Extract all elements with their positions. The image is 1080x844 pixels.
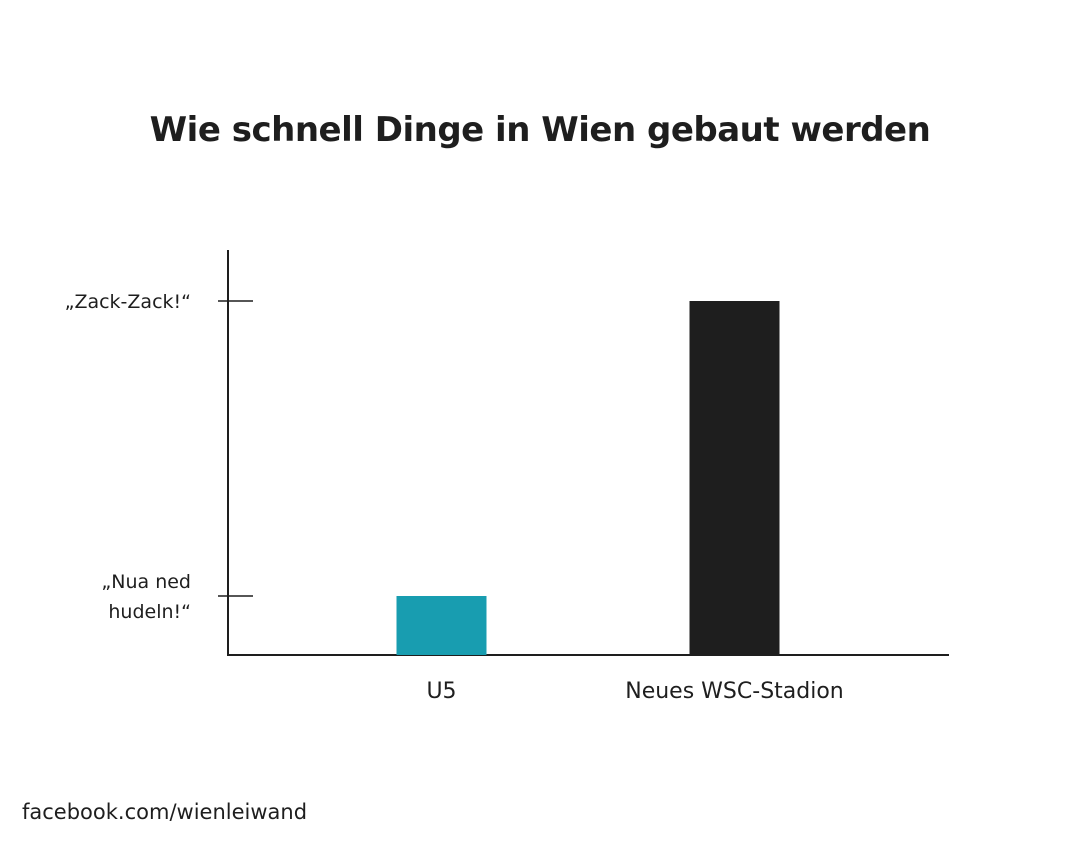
bar (689, 301, 780, 655)
x-tick-label: U5 (426, 679, 456, 704)
x-tick-label: Neues WSC-Stadion (625, 679, 844, 704)
chart-title: Wie schnell Dinge in Wien gebaut werden (149, 110, 931, 150)
bar (396, 596, 487, 655)
y-tick-label: hudeln!“ (108, 601, 191, 623)
y-tick-label: „Nua ned (101, 571, 191, 593)
y-tick-label: „Zack-Zack!“ (65, 291, 191, 313)
credit-text: facebook.com/wienleiwand (22, 800, 308, 824)
